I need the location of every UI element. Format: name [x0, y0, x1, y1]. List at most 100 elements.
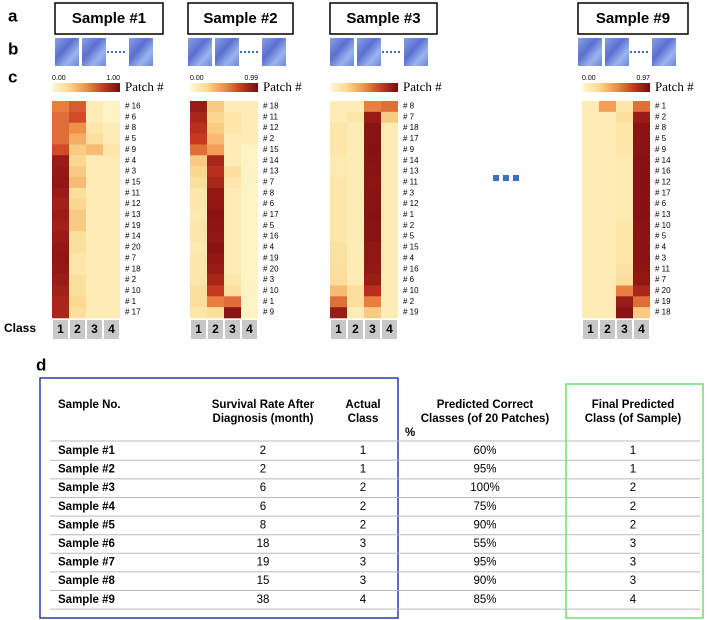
class-box: [382, 320, 397, 339]
heatmap-cell: [599, 101, 616, 113]
heatmap-cell: [207, 155, 224, 167]
heatmap-cell: [364, 296, 381, 308]
heatmap-cell: [599, 166, 616, 178]
heatmap-cell: [582, 296, 599, 308]
patch-label: # 14: [403, 156, 419, 165]
heatmap-cell: [381, 242, 398, 254]
table-cell: 2: [360, 519, 366, 531]
table-header: Sample No.: [58, 399, 121, 411]
heatmap-cell: [52, 144, 69, 156]
heatmap-cell: [616, 231, 633, 243]
heatmap-cell: [633, 296, 650, 308]
heatmap-cell: [86, 176, 103, 189]
heatmap-cell: [582, 285, 599, 297]
sample-title: Sample #1: [72, 10, 146, 27]
heatmap-cell: [52, 176, 69, 189]
class-number: 4: [638, 322, 645, 336]
table-cell: 1: [630, 464, 636, 476]
table-cell: 2: [630, 519, 636, 531]
table-header: Diagnosis (month): [213, 413, 314, 425]
heatmap-cell: [616, 144, 633, 156]
patch-label: # 18: [263, 102, 279, 111]
table-cell: 2: [630, 482, 636, 494]
heatmap-cell: [364, 122, 381, 134]
heatmap-cell: [599, 133, 616, 145]
table-cell: 1: [360, 445, 366, 457]
heatmap-cell: [52, 242, 69, 254]
heatmap-cell: [241, 176, 258, 189]
table-cell: 18: [257, 538, 270, 550]
heatmap-cell: [69, 263, 86, 275]
heatmap-cell: [330, 263, 347, 275]
heatmap-cell: [207, 285, 224, 297]
heatmap-cell: [241, 122, 258, 134]
class-number: 4: [246, 322, 253, 336]
table-cell: 2: [260, 464, 266, 476]
heatmap-cell: [599, 252, 616, 265]
heatmap-cell: [52, 209, 69, 221]
heatmap-cell: [207, 176, 224, 189]
class-number: 1: [587, 322, 594, 336]
patch-label: # 8: [263, 188, 275, 197]
heatmap-cell: [633, 220, 650, 232]
heatmap-cell: [347, 274, 364, 286]
table-cell: 60%: [473, 445, 496, 457]
heatmap-cell: [616, 242, 633, 254]
heatmap-cell: [69, 101, 86, 113]
class-number: 2: [604, 322, 611, 336]
heatmap-cell: [86, 307, 103, 319]
heatmap-cell: [381, 285, 398, 297]
heatmap-cell: [381, 209, 398, 221]
table-cell: Sample #7: [58, 557, 115, 569]
heatmap-cell: [582, 187, 599, 199]
heatmap-cell: [69, 198, 86, 210]
colorbar-min: 0.00: [52, 75, 66, 82]
heatmap-cell: [381, 166, 398, 178]
heatmap-cell: [582, 133, 599, 145]
heatmap-cell: [69, 144, 86, 156]
heatmap-cell: [330, 187, 347, 199]
heatmap-cell: [330, 220, 347, 232]
heatmap-cell: [86, 187, 103, 199]
heatmap-cell: [190, 101, 207, 113]
thumbnail: [578, 38, 602, 66]
heatmap-cell: [347, 307, 364, 319]
table-header: Survival Rate After: [212, 399, 315, 411]
patch-label: # 12: [403, 199, 419, 208]
heatmap-cell: [347, 187, 364, 199]
heatmap-cell: [599, 231, 616, 243]
patch-label: # 2: [403, 297, 415, 306]
table-cell: 90%: [473, 575, 496, 587]
class-number: 1: [57, 322, 64, 336]
heatmap-cell: [364, 252, 381, 265]
heatmap-cell: [207, 133, 224, 145]
class-box: [365, 320, 380, 339]
heatmap-cell: [52, 122, 69, 134]
patch-label: # 12: [655, 177, 671, 186]
patch-label: # 6: [263, 199, 275, 208]
heatmap-cell: [224, 274, 241, 286]
heatmap-cell: [207, 263, 224, 275]
heatmap-cell: [190, 220, 207, 232]
heatmap-cell: [582, 155, 599, 167]
patch-header: Patch #: [125, 79, 164, 94]
patch-label: # 1: [655, 102, 667, 111]
heatmap-cell: [616, 307, 633, 319]
heatmap-cell: [224, 296, 241, 308]
class-box: [348, 320, 363, 339]
patch-label: # 20: [263, 264, 279, 273]
heatmap-cell: [207, 187, 224, 199]
heatmap-cell: [330, 209, 347, 221]
heatmap-cell: [190, 252, 207, 265]
heatmap-cell: [616, 101, 633, 113]
patch-label: # 9: [125, 145, 137, 154]
heatmap-cell: [364, 176, 381, 189]
table-cell: Sample #2: [58, 464, 115, 476]
heatmap-cell: [364, 274, 381, 286]
heatmap-cell: [52, 274, 69, 286]
patch-label: # 16: [125, 102, 141, 111]
heatmap-cell: [52, 155, 69, 167]
heatmap-cell: [207, 144, 224, 156]
heatmap-cell: [103, 296, 120, 308]
